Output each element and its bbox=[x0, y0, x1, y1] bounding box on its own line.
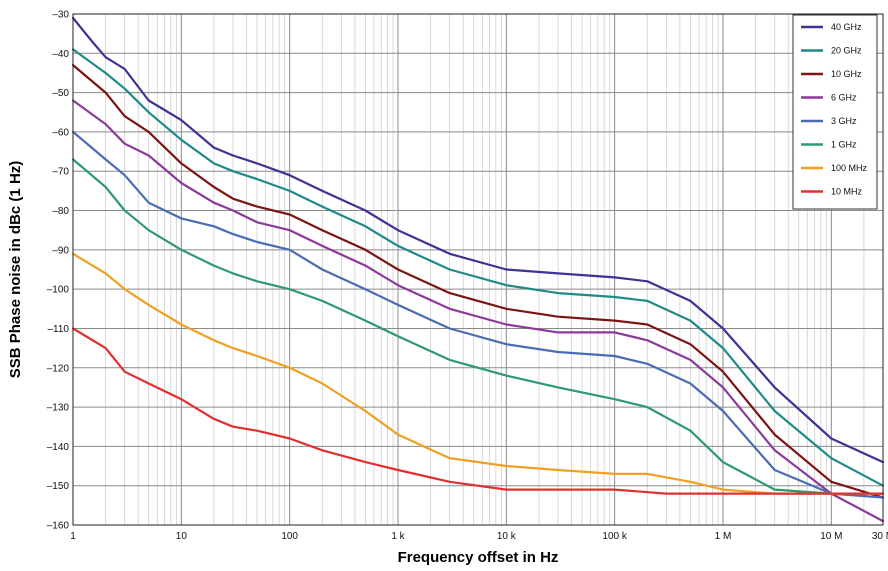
legend-label: 100 MHz bbox=[831, 163, 868, 173]
y-tick-label: –140 bbox=[47, 442, 70, 453]
y-tick-label: –80 bbox=[52, 206, 69, 217]
y-tick-label: –60 bbox=[52, 127, 69, 138]
x-axis-title: Frequency offset in Hz bbox=[398, 549, 559, 566]
x-tick-label: 10 k bbox=[497, 531, 517, 542]
x-tick-label: 1 bbox=[70, 531, 76, 542]
tick-labels: 1 10 100 1 k 10 k 100 k 1 M 10 M 30 M –30 –40 –50 –6… bbox=[47, 10, 888, 543]
y-tick-label: –50 bbox=[52, 88, 69, 99]
y-tick-label: –130 bbox=[47, 403, 70, 414]
y-tick-label: –90 bbox=[52, 245, 69, 256]
y-tick-label: –70 bbox=[52, 167, 69, 178]
y-tick-label: –120 bbox=[47, 363, 70, 374]
legend-label: 40 GHz bbox=[831, 22, 862, 32]
series-line bbox=[71, 158, 885, 495]
series-line bbox=[71, 252, 885, 495]
series-line bbox=[71, 130, 885, 499]
series-line bbox=[71, 63, 885, 499]
series-line bbox=[71, 99, 885, 523]
legend: 40 GHz 20 GHz 10 GHz 6 GHz 3 GHz 1 GHz 100 MHz… bbox=[792, 14, 878, 210]
x-tick-label: 30 M bbox=[872, 531, 888, 542]
x-tick-label: 100 bbox=[281, 531, 298, 542]
legend-label: 10 GHz bbox=[831, 69, 862, 79]
plot-frame bbox=[72, 13, 884, 526]
legend-label: 1 GHz bbox=[831, 140, 857, 150]
legend-label: 3 GHz bbox=[831, 116, 857, 126]
x-tick-label: 10 M bbox=[820, 531, 842, 542]
series-line bbox=[71, 48, 885, 487]
x-tick-label: 10 bbox=[176, 531, 188, 542]
series-layer bbox=[71, 16, 885, 523]
legend-label: 6 GHz bbox=[831, 93, 857, 103]
legend-box bbox=[792, 14, 878, 210]
y-tick-label: –160 bbox=[47, 521, 70, 532]
x-tick-label: 100 k bbox=[602, 531, 627, 542]
y-tick-label: –40 bbox=[52, 49, 69, 60]
series-line bbox=[71, 16, 885, 464]
y-tick-label: –30 bbox=[52, 10, 69, 21]
y-tick-label: –150 bbox=[47, 481, 70, 492]
y-axis-title: SSB Phase noise in dBc (1 Hz) bbox=[7, 161, 24, 379]
y-tick-label: –110 bbox=[47, 324, 69, 335]
legend-label: 10 MHz bbox=[831, 187, 863, 197]
legend-label: 20 GHz bbox=[831, 46, 862, 56]
x-tick-label: 1 M bbox=[715, 531, 732, 542]
y-tick-label: –100 bbox=[47, 285, 70, 296]
grid bbox=[72, 13, 884, 526]
x-tick-label: 1 k bbox=[391, 531, 405, 542]
series-line bbox=[71, 327, 885, 495]
